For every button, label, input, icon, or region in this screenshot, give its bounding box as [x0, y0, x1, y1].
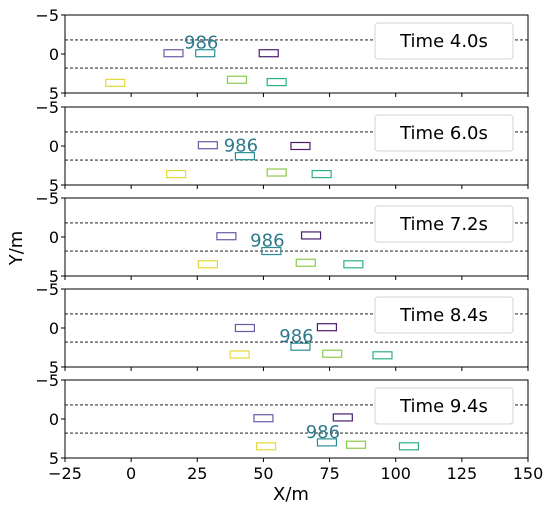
vehicle	[216, 232, 237, 241]
ego-vehicle-label: 986	[306, 422, 340, 443]
time-legend-box	[374, 114, 514, 152]
vehicle	[372, 351, 393, 360]
y-tick-label: 5	[49, 267, 59, 286]
ego-vehicle	[316, 438, 338, 447]
vehicle	[258, 49, 279, 58]
vehicle	[398, 442, 420, 451]
ego-vehicle-label: 986	[184, 33, 218, 54]
ego-vehicle	[290, 342, 311, 351]
vehicle	[266, 77, 287, 87]
vehicle	[266, 168, 287, 177]
y-tick-label: 5	[49, 84, 59, 103]
vehicle	[311, 169, 332, 179]
panels-group: −5 0 5 986 Time 4.0s −5 0 5 986 Time 6.0s −5 0 5 986 T…	[35, 6, 529, 468]
y-tick-label: 5	[49, 449, 59, 468]
vehicle	[166, 169, 187, 179]
ego-vehicle	[234, 152, 256, 161]
x-tick-label: −25	[48, 464, 82, 483]
vehicle	[163, 49, 184, 58]
time-legend-box	[374, 205, 514, 243]
x-tick-label: 100	[380, 464, 411, 483]
x-tick-label: 0	[126, 464, 136, 483]
vehicle	[332, 413, 353, 422]
ego-vehicle	[261, 246, 282, 256]
panel-5: −5 0 5 986 Time 9.4s	[35, 371, 529, 468]
vehicle	[316, 323, 338, 332]
vehicle	[300, 231, 322, 240]
y-tick-label: 0	[49, 319, 59, 338]
vehicle	[229, 350, 250, 359]
ego-vehicle-label: 986	[250, 231, 284, 252]
ego-vehicle	[195, 49, 216, 58]
y-tick-label: −5	[35, 371, 59, 390]
y-tick-label: 5	[49, 176, 59, 195]
time-legend-label: Time 9.4s	[399, 396, 488, 417]
y-tick-label: −5	[35, 189, 59, 208]
ego-vehicle-label: 986	[224, 136, 258, 157]
x-tick-label: 125	[447, 464, 478, 483]
vehicle	[322, 349, 343, 358]
x-tick-label: 50	[253, 464, 273, 483]
x-tick-label: 150	[513, 464, 544, 483]
time-legend-box	[374, 296, 514, 334]
panel-4: −5 0 5 986 Time 8.4s	[35, 280, 529, 377]
panel-1: −5 0 5 986 Time 4.0s	[35, 6, 529, 103]
vehicle	[105, 78, 126, 87]
vehicle	[345, 440, 367, 449]
vehicle	[234, 323, 256, 333]
y-tick-label: 5	[49, 358, 59, 377]
time-legend-label: Time 4.0s	[399, 31, 488, 52]
x-tick-labels: −25 0 25 50 75 100 125 150	[48, 464, 543, 483]
time-legend-label: Time 6.0s	[399, 123, 488, 144]
x-tick-label: 25	[187, 464, 207, 483]
time-legend-box	[374, 22, 514, 60]
ego-vehicle-label: 986	[279, 326, 313, 347]
vehicle	[255, 442, 277, 451]
vehicle	[290, 141, 311, 151]
time-legend-label: Time 7.2s	[399, 214, 488, 235]
vehicle	[253, 414, 274, 423]
panel-3: −5 0 5 986 Time 7.2s	[35, 189, 529, 286]
time-legend-box	[374, 387, 514, 425]
vehicle	[226, 75, 248, 84]
vehicle	[197, 141, 218, 150]
panel-2: −5 0 5 986 Time 6.0s	[35, 98, 529, 195]
time-legend-label: Time 8.4s	[399, 305, 488, 326]
y-tick-label: 0	[49, 45, 59, 64]
vehicle	[197, 260, 218, 269]
y-tick-label: −5	[35, 280, 59, 299]
y-tick-label: −5	[35, 98, 59, 117]
y-tick-label: −5	[35, 6, 59, 25]
vehicle	[295, 258, 316, 267]
x-tick-label: 75	[319, 464, 339, 483]
y-tick-label: 0	[49, 410, 59, 429]
x-axis-label: X/m	[273, 484, 309, 505]
y-tick-label: 0	[49, 228, 59, 247]
vehicle	[343, 260, 364, 269]
y-tick-label: 0	[49, 137, 59, 156]
y-axis-label: Y/m	[6, 231, 27, 267]
